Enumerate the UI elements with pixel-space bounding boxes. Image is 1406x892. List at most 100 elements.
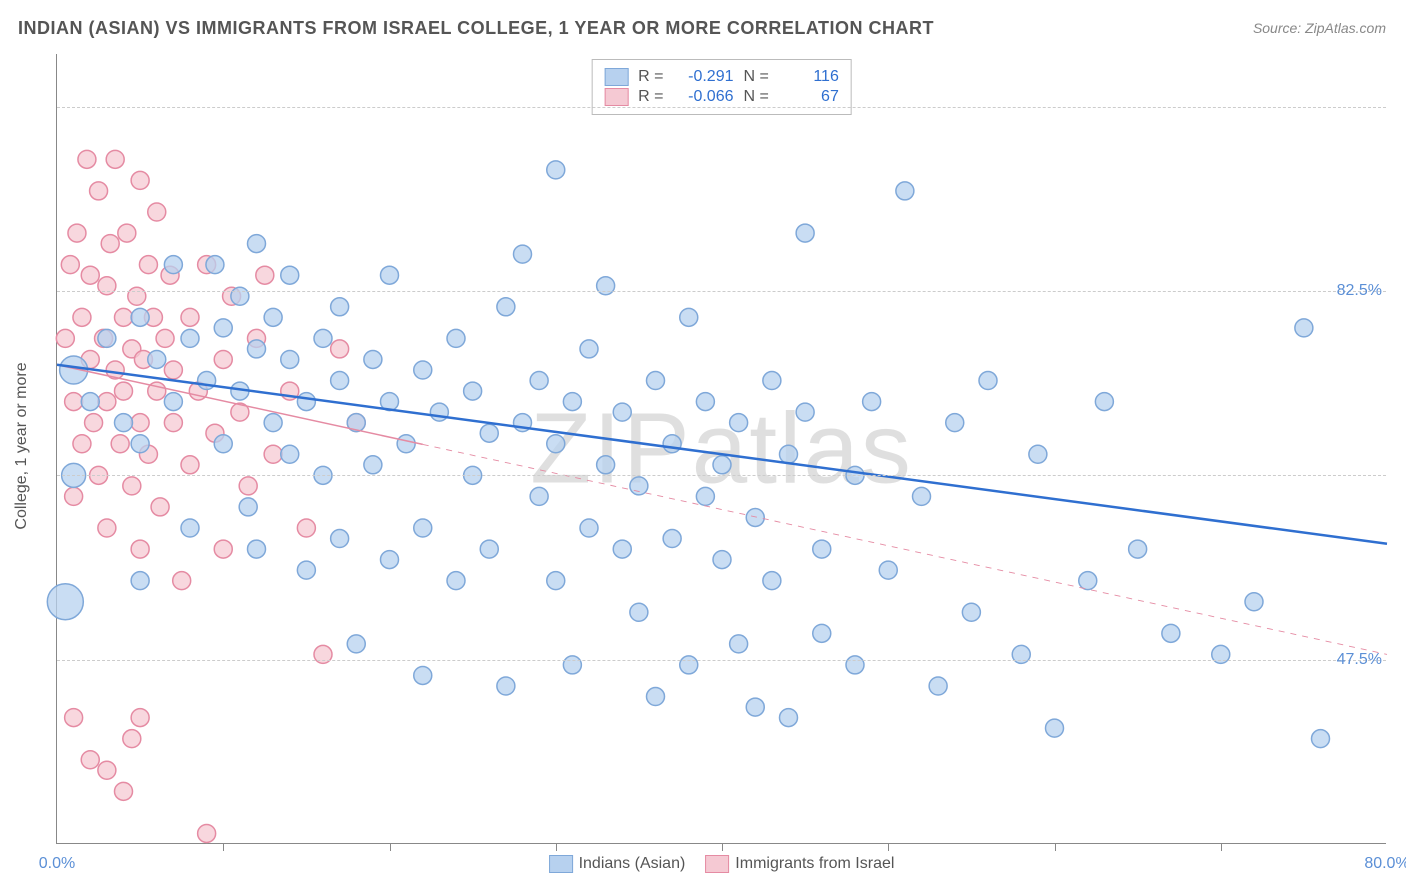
data-point [447,329,465,347]
data-point [248,235,266,253]
gridline [57,291,1386,292]
data-point [746,508,764,526]
x-tick [556,843,557,851]
data-point [597,277,615,295]
gridline [57,660,1386,661]
data-point [347,635,365,653]
scatter-plot-svg [57,54,1386,843]
data-point [1095,393,1113,411]
x-tick [223,843,224,851]
data-point [530,372,548,390]
data-point [47,584,83,620]
data-point [1012,645,1030,663]
data-point [796,224,814,242]
data-point [214,319,232,337]
data-point [131,308,149,326]
data-point [139,256,157,274]
data-point [647,688,665,706]
data-point [580,340,598,358]
data-point [78,150,96,168]
data-point [164,361,182,379]
data-point [331,340,349,358]
data-point [115,382,133,400]
data-point [414,519,432,537]
x-tick-label: 80.0% [1364,855,1406,873]
data-point [547,572,565,590]
data-point [214,350,232,368]
gridline [57,475,1386,476]
data-point [696,393,714,411]
data-point [281,445,299,463]
data-point [780,445,798,463]
data-point [297,393,315,411]
data-point [131,435,149,453]
data-point [397,435,415,453]
data-point [131,709,149,727]
data-point [123,730,141,748]
x-tick-label: 0.0% [39,855,75,873]
data-point [331,372,349,390]
data-point [381,266,399,284]
data-point [979,372,997,390]
data-point [879,561,897,579]
data-point [164,393,182,411]
data-point [248,540,266,558]
data-point [547,161,565,179]
y-tick-label: 82.5% [1337,282,1388,300]
data-point [264,308,282,326]
source-attribution: Source: ZipAtlas.com [1253,20,1386,36]
data-point [111,435,129,453]
data-point [1312,730,1330,748]
legend-label-israel: Immigrants from Israel [735,855,894,873]
data-point [98,519,116,537]
data-point [85,414,103,432]
data-point [630,603,648,621]
data-point [151,498,169,516]
data-point [164,414,182,432]
data-point [181,519,199,537]
data-point [214,435,232,453]
data-point [123,477,141,495]
legend-item-israel: Immigrants from Israel [705,855,894,873]
data-point [514,245,532,263]
data-point [264,414,282,432]
data-point [73,435,91,453]
data-point [813,540,831,558]
data-point [480,424,498,442]
data-point [896,182,914,200]
data-point [131,572,149,590]
data-point [65,393,83,411]
y-axis-label: College, 1 year or more [13,362,31,529]
x-tick [390,843,391,851]
data-point [730,635,748,653]
data-point [239,477,257,495]
chart-title: INDIAN (ASIAN) VS IMMIGRANTS FROM ISRAEL… [18,18,934,39]
data-point [115,782,133,800]
data-point [98,277,116,295]
data-point [73,308,91,326]
data-point [214,540,232,558]
data-point [1162,624,1180,642]
data-point [90,182,108,200]
data-point [331,298,349,316]
data-point [763,572,781,590]
legend-label-indians: Indians (Asian) [579,855,686,873]
data-point [1029,445,1047,463]
data-point [929,677,947,695]
data-point [580,519,598,537]
data-point [115,414,133,432]
data-point [696,487,714,505]
data-point [281,350,299,368]
data-point [81,751,99,769]
data-point [962,603,980,621]
data-point [81,393,99,411]
data-point [181,456,199,474]
data-point [680,656,698,674]
data-point [65,709,83,727]
data-point [381,551,399,569]
data-point [1245,593,1263,611]
data-point [663,530,681,548]
data-point [1295,319,1313,337]
series-legend: Indians (Asian) Immigrants from Israel [549,855,895,873]
data-point [613,540,631,558]
